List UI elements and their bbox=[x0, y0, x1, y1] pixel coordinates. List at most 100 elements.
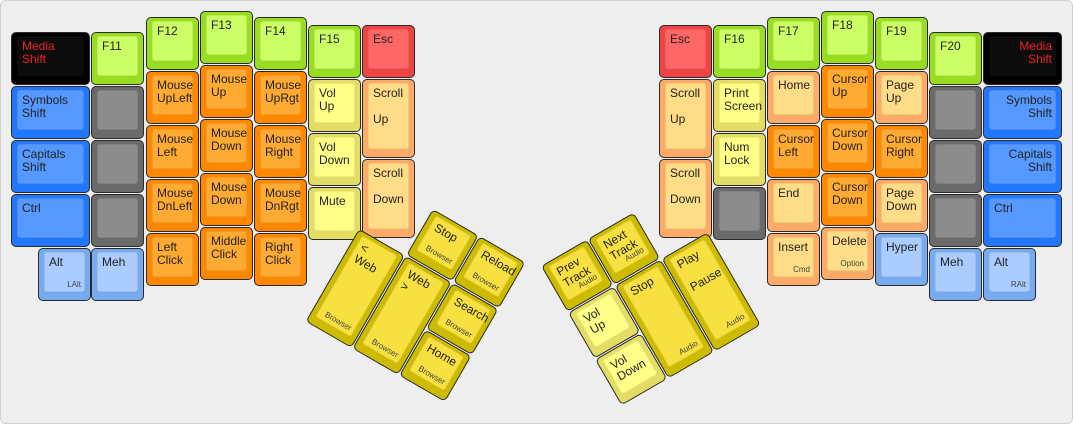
keycap: Left Click bbox=[152, 237, 193, 277]
key-f15[interactable]: F15 bbox=[308, 25, 361, 78]
key-scroll-up[interactable]: Scroll Up bbox=[362, 79, 415, 158]
key-f12[interactable]: F12 bbox=[146, 17, 199, 70]
key-ctrl[interactable]: Ctrl bbox=[983, 194, 1062, 247]
key-f14[interactable]: F14 bbox=[254, 17, 307, 70]
key-label: Search bbox=[451, 294, 492, 326]
key-label: F18 bbox=[832, 18, 853, 32]
key-label: Cursor Up bbox=[832, 72, 869, 99]
key-alt[interactable]: Alt RAlt bbox=[983, 248, 1036, 301]
keycap: Capitals Shift bbox=[989, 144, 1056, 184]
key-mouse-left[interactable]: Mouse Left bbox=[146, 125, 199, 178]
key-meh[interactable]: Meh bbox=[91, 248, 144, 301]
key-f17[interactable]: F17 bbox=[767, 17, 820, 70]
key-f16[interactable]: F16 bbox=[713, 25, 766, 78]
key-end[interactable]: End bbox=[767, 179, 820, 232]
key-alt[interactable]: Alt LAlt bbox=[38, 248, 91, 301]
key-left-click[interactable]: Left Click bbox=[146, 233, 199, 286]
key-label: Mouse Down bbox=[211, 126, 248, 153]
key-insert[interactable]: Insert Cmd bbox=[767, 233, 820, 286]
key-mouse-right[interactable]: Mouse Right bbox=[254, 125, 307, 178]
key-scroll-down[interactable]: Scroll Down bbox=[659, 159, 712, 238]
key-label: Media Shift bbox=[22, 39, 55, 66]
keycap: F18 bbox=[827, 15, 868, 55]
key-label: Esc bbox=[373, 32, 394, 46]
keycap: F12 bbox=[152, 21, 193, 61]
key-label: Scroll Up bbox=[373, 86, 404, 126]
key-f18[interactable]: F18 bbox=[821, 11, 874, 64]
key-mute[interactable]: Mute bbox=[308, 187, 361, 240]
key-f13[interactable]: F13 bbox=[200, 11, 253, 64]
keycap: Vol Down bbox=[314, 137, 355, 177]
key-label: Vol Down bbox=[319, 140, 350, 167]
key-hyper[interactable]: Hyper bbox=[875, 233, 928, 286]
key-middle-click[interactable]: Middle Click bbox=[200, 227, 253, 280]
key-blank[interactable] bbox=[713, 187, 766, 240]
key-label: Middle Click bbox=[211, 234, 247, 261]
key-meh[interactable]: Meh bbox=[929, 248, 982, 301]
key-num-lock[interactable]: Num Lock bbox=[713, 133, 766, 186]
key-label: F13 bbox=[211, 18, 232, 32]
key-label: F16 bbox=[724, 32, 745, 46]
key-label: Web > bbox=[398, 267, 433, 295]
keycap: Ctrl bbox=[989, 198, 1056, 238]
keycap: Cursor Down bbox=[827, 177, 868, 217]
key-scroll-down[interactable]: Scroll Down bbox=[362, 159, 415, 238]
key-blank[interactable] bbox=[91, 194, 144, 247]
key-label: Page Down bbox=[886, 186, 917, 213]
key-right-click[interactable]: Right Click bbox=[254, 233, 307, 286]
key-mouse-dnrgt[interactable]: Mouse DnRgt bbox=[254, 179, 307, 232]
key-cursor-down[interactable]: Cursor Down bbox=[821, 173, 874, 226]
key-mouse-down[interactable]: Mouse Down bbox=[200, 119, 253, 172]
key-label: F11 bbox=[102, 39, 122, 53]
key-mouse-dnleft[interactable]: Mouse DnLeft bbox=[146, 179, 199, 232]
key-media-shift[interactable]: Media Shift bbox=[983, 32, 1062, 85]
key-cursor-right[interactable]: Cursor Right bbox=[875, 125, 928, 178]
key-label: Mouse Left bbox=[157, 132, 194, 159]
key-scroll-up[interactable]: Scroll Up bbox=[659, 79, 712, 158]
key-blank[interactable] bbox=[91, 140, 144, 193]
key-media-shift[interactable]: Media Shift bbox=[11, 32, 90, 85]
key-cursor-up[interactable]: Cursor Up bbox=[821, 65, 874, 118]
key-esc[interactable]: Esc bbox=[659, 25, 712, 78]
key-capitals-shift[interactable]: Capitals Shift bbox=[11, 140, 90, 193]
key-symbols-shift[interactable]: Symbols Shift bbox=[11, 86, 90, 139]
key-f19[interactable]: F19 bbox=[875, 17, 928, 70]
key-home[interactable]: Home bbox=[767, 71, 820, 124]
key-delete[interactable]: Delete Option bbox=[821, 227, 874, 280]
key-f20[interactable]: F20 bbox=[929, 32, 982, 85]
key-label: Print Screen bbox=[724, 86, 763, 113]
key-page-up[interactable]: Page Up bbox=[875, 71, 928, 124]
key-mouse-upleft[interactable]: Mouse UpLeft bbox=[146, 71, 199, 124]
key-cursor-left[interactable]: Cursor Left bbox=[767, 125, 820, 178]
key-label: Ctrl bbox=[994, 201, 1013, 215]
key-blank[interactable] bbox=[929, 140, 982, 193]
key-sublabel: Browser bbox=[370, 337, 401, 360]
key-vol-up[interactable]: Vol Up bbox=[308, 79, 361, 132]
keycap: F11 bbox=[97, 36, 138, 76]
keycap: Mouse Down bbox=[206, 177, 247, 217]
key-cursor-down[interactable]: Cursor Down bbox=[821, 119, 874, 172]
key-blank[interactable] bbox=[91, 86, 144, 139]
key-label: < Web bbox=[351, 240, 380, 276]
key-ctrl[interactable]: Ctrl bbox=[11, 194, 90, 247]
key-f11[interactable]: F11 bbox=[91, 32, 144, 85]
key-sublabel: LAlt bbox=[67, 280, 81, 289]
key-blank[interactable] bbox=[929, 194, 982, 247]
key-sublabel: RAlt bbox=[1010, 280, 1026, 289]
key-capitals-shift[interactable]: Capitals Shift bbox=[983, 140, 1062, 193]
key-label: F12 bbox=[157, 24, 178, 38]
key-label: Mouse UpLeft bbox=[157, 78, 194, 105]
key-blank[interactable] bbox=[929, 86, 982, 139]
key-page-down[interactable]: Page Down bbox=[875, 179, 928, 232]
key-label: Vol Up bbox=[319, 86, 336, 113]
keycap: Esc bbox=[665, 29, 706, 69]
key-mouse-up[interactable]: Mouse Up bbox=[200, 65, 253, 118]
key-print-screen[interactable]: Print Screen bbox=[713, 79, 766, 132]
key-label: Right Click bbox=[265, 240, 294, 267]
key-mouse-uprgt[interactable]: Mouse UpRgt bbox=[254, 71, 307, 124]
key-mouse-down[interactable]: Mouse Down bbox=[200, 173, 253, 226]
key-symbols-shift[interactable]: Symbols Shift bbox=[983, 86, 1062, 139]
key-esc[interactable]: Esc bbox=[362, 25, 415, 78]
key-vol-down[interactable]: Vol Down bbox=[308, 133, 361, 186]
keycap: Alt LAlt bbox=[44, 252, 85, 292]
